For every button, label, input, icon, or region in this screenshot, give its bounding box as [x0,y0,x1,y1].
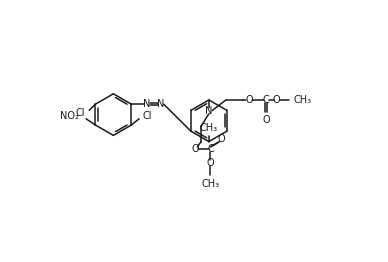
Text: C: C [207,144,214,154]
Text: N: N [205,106,213,116]
Text: O: O [217,134,225,144]
Text: Cl: Cl [76,108,85,118]
Text: O: O [191,144,199,154]
Text: Cl: Cl [143,111,152,121]
Text: CH₃: CH₃ [200,123,218,133]
Text: N: N [143,99,151,109]
Text: O: O [273,95,281,105]
Text: O: O [262,114,270,125]
Text: CH₃: CH₃ [294,95,312,105]
Text: O: O [206,158,214,168]
Text: NO₂: NO₂ [60,111,78,121]
Text: O: O [245,95,253,105]
Text: C: C [262,95,269,105]
Text: CH₃: CH₃ [201,178,220,189]
Text: N: N [157,99,165,109]
